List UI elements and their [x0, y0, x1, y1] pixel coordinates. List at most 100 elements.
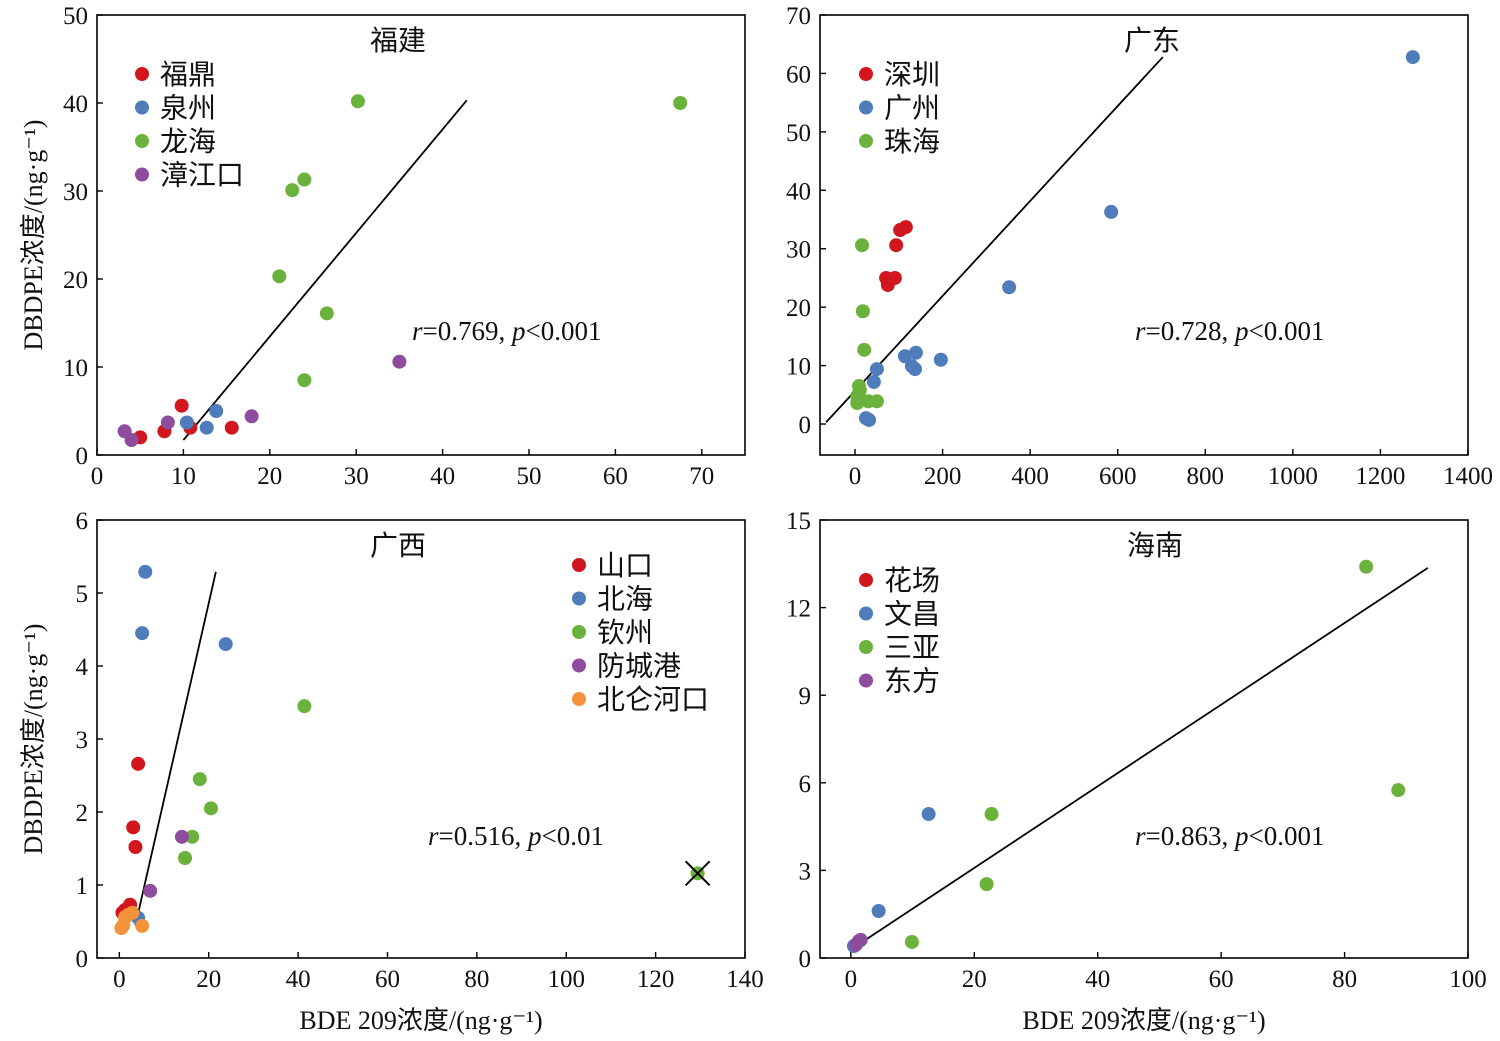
data-point	[889, 238, 904, 253]
data-point	[933, 352, 948, 367]
correlation-annotation: r=0.728, p<0.001	[1135, 316, 1324, 346]
data-point	[893, 223, 908, 238]
x-tick-label: 60	[603, 463, 628, 490]
legend-marker	[135, 134, 149, 148]
annotation-part: <0.01	[542, 821, 604, 851]
x-tick-label: 120	[637, 966, 675, 993]
data-point	[131, 756, 146, 771]
legend-label: 文昌	[884, 599, 940, 631]
data-point	[114, 921, 129, 936]
x-tick-label: 0	[849, 463, 862, 490]
annotation-part: =0.769,	[423, 316, 512, 346]
correlation-annotation: r=0.863, p<0.001	[1135, 821, 1324, 851]
x-tick-label: 80	[464, 966, 489, 993]
x-tick-label: 40	[430, 463, 455, 490]
y-tick-label: 10	[63, 355, 88, 382]
y-tick-label: 0	[799, 946, 812, 973]
y-tick-label: 6	[76, 508, 89, 535]
data-point	[218, 637, 233, 652]
y-tick-label: 30	[786, 237, 811, 264]
y-tick-label: 40	[63, 91, 88, 118]
panel-title: 广东	[1124, 25, 1180, 57]
data-point	[350, 94, 365, 109]
x-tick-label: 800	[1187, 463, 1225, 490]
y-axis-label: DBDPE浓度/(ng·g⁻¹)	[19, 120, 48, 351]
data-point	[1104, 204, 1119, 219]
correlation-annotation: r=0.769, p<0.001	[412, 316, 601, 346]
panel-title: 福建	[370, 25, 426, 57]
x-tick-label: 0	[91, 463, 104, 490]
legend-marker	[572, 558, 586, 572]
chart-panel-2: 0 200 400 600 800 1000 1200 1400 0 10 20 30 40 50 60 70…	[786, 3, 1493, 490]
legend-label: 东方	[884, 666, 940, 698]
data-point	[224, 420, 239, 435]
y-tick-label: 0	[76, 443, 89, 470]
data-point	[135, 918, 150, 933]
data-point	[880, 277, 895, 292]
x-tick-label: 10	[171, 463, 196, 490]
y-tick-label: 15	[786, 508, 811, 535]
annotation-part: r	[1135, 316, 1146, 346]
data-point	[869, 362, 884, 377]
data-point	[178, 850, 193, 865]
annotation-part: p	[1233, 316, 1249, 346]
legend-marker	[572, 625, 586, 639]
regression-line	[854, 567, 1429, 948]
y-tick-label: 50	[63, 3, 88, 30]
data-point	[135, 626, 150, 641]
annotation-part: =0.863,	[1146, 821, 1235, 851]
data-point	[160, 415, 175, 430]
data-point	[199, 420, 214, 435]
y-axis-label: DBDPE浓度/(ng·g⁻¹)	[19, 624, 48, 855]
data-point	[125, 905, 140, 920]
y-tick-label: 20	[63, 267, 88, 294]
data-point	[1391, 783, 1406, 798]
data-point	[319, 306, 334, 321]
x-tick-label: 20	[962, 966, 987, 993]
data-point	[297, 699, 312, 714]
legend-marker	[572, 658, 586, 673]
x-tick-label: 80	[1332, 966, 1357, 993]
y-tick-label: 60	[786, 61, 811, 88]
annotation-part: <0.001	[1249, 316, 1325, 346]
legend-label: 福鼎	[160, 59, 216, 91]
legend-marker	[135, 100, 149, 115]
data-point	[392, 354, 407, 369]
data-point	[138, 564, 153, 579]
x-tick-label: 1400	[1443, 463, 1493, 490]
x-tick-label: 1200	[1355, 463, 1405, 490]
data-point	[871, 903, 886, 918]
data-point	[272, 269, 287, 284]
y-tick-label: 3	[799, 858, 812, 885]
data-point	[979, 877, 994, 892]
legend-marker	[135, 167, 149, 182]
data-point	[857, 342, 872, 357]
data-point	[850, 388, 865, 403]
y-tick-label: 20	[786, 295, 811, 322]
data-point	[128, 840, 143, 855]
annotation-part: p	[1233, 821, 1249, 851]
legend-label: 北仑河口	[597, 684, 709, 716]
y-tick-label: 5	[76, 581, 89, 608]
data-point	[673, 96, 688, 110]
y-tick-label: 12	[786, 596, 811, 623]
data-point	[908, 362, 923, 377]
data-point	[174, 829, 189, 844]
y-tick-label: 50	[786, 120, 811, 147]
data-point	[297, 373, 312, 388]
data-point	[185, 829, 200, 844]
data-point	[297, 172, 312, 187]
x-tick-label: 20	[196, 966, 221, 993]
y-tick-label: 10	[786, 354, 811, 381]
annotation-part: =0.728,	[1146, 316, 1235, 346]
data-point	[179, 415, 194, 430]
y-tick-label: 1	[76, 873, 89, 900]
legend-label: 龙海	[160, 126, 216, 158]
legend-marker	[859, 100, 873, 115]
x-tick-label: 60	[1209, 966, 1234, 993]
